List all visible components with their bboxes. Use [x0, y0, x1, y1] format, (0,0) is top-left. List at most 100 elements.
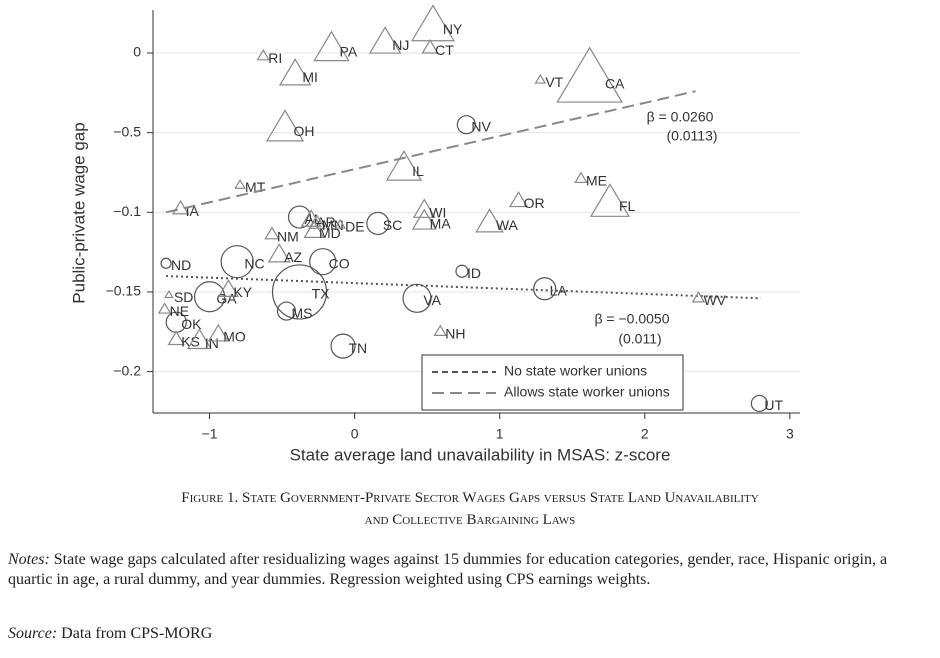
point-label: VT: [545, 74, 563, 90]
point: [265, 109, 305, 142]
point: [278, 58, 312, 86]
x-tick-label: 1: [496, 426, 504, 442]
point-label: SD: [174, 289, 193, 305]
point: [412, 198, 436, 218]
point-label: NV: [471, 118, 491, 134]
point-label: MA: [430, 216, 452, 232]
point: [366, 211, 390, 236]
x-tick-label: −1: [202, 426, 218, 442]
point: [287, 205, 312, 229]
y-tick-label: −0.15: [106, 283, 142, 299]
point: [220, 245, 254, 279]
point-label: ID: [467, 265, 481, 281]
point-label: KY: [233, 284, 252, 300]
annotation: (0.011): [618, 331, 661, 347]
legend-label: No state worker unions: [504, 363, 647, 379]
x-axis-label: State average land unavailability in MSA…: [290, 445, 671, 464]
point-label: WV: [703, 292, 726, 308]
point-label: GA: [216, 290, 237, 306]
point: [271, 264, 328, 320]
x-tick-label: 2: [641, 426, 649, 442]
point: [309, 248, 337, 276]
point-label: CO: [329, 255, 350, 271]
point: [157, 302, 172, 314]
point-label: FL: [619, 198, 636, 214]
y-tick-label: −0.5: [113, 123, 141, 139]
point-label: WA: [496, 217, 519, 233]
point-label: NH: [445, 325, 465, 341]
point: [267, 243, 291, 263]
point: [455, 264, 469, 278]
point-label: CT: [435, 42, 454, 58]
point-label: KS: [181, 333, 200, 349]
point-label: SC: [383, 217, 402, 233]
point: [217, 279, 239, 297]
point-label: WI: [429, 204, 446, 220]
point-label: CA: [605, 75, 625, 91]
caption-line: and Collective Bargaining Laws: [364, 512, 576, 528]
notes-label: Notes:: [8, 551, 50, 568]
annotation: β = −0.0050: [594, 311, 669, 327]
point-label: VA: [423, 292, 441, 308]
point: [475, 208, 504, 233]
legend: No state worker unions Allows state worke…: [421, 354, 684, 411]
point-label: PA: [340, 44, 358, 60]
point-label: NM: [277, 228, 299, 244]
point-label: MO: [223, 329, 246, 345]
point: [167, 330, 185, 346]
fit-line: [166, 275, 761, 300]
point-label: TN: [348, 340, 367, 356]
y-axis-label: Public-private wage gap: [69, 122, 88, 303]
annotation: (0.0113): [666, 128, 717, 144]
point: [421, 39, 439, 54]
point: [402, 283, 432, 313]
point-label: DE: [345, 219, 364, 235]
point-label: NE: [170, 303, 189, 319]
point-label: IN: [205, 335, 219, 351]
point: [456, 115, 476, 135]
point: [308, 214, 326, 229]
point: [691, 291, 706, 303]
point: [186, 328, 212, 350]
x-tick-label: 0: [351, 426, 359, 442]
point: [160, 257, 172, 269]
fit-line: [165, 90, 696, 214]
point: [574, 171, 588, 184]
point: [264, 226, 280, 240]
point: [207, 323, 229, 342]
notes: Notes: State wage gaps calculated after …: [8, 550, 923, 590]
point: [589, 183, 631, 217]
point-label: RI: [268, 50, 282, 66]
point-label: UT: [764, 397, 783, 413]
point-label: OK: [181, 316, 202, 332]
point: [411, 4, 455, 42]
point-label: NY: [443, 21, 463, 37]
y-tick-label: 0: [133, 44, 141, 60]
point: [368, 26, 402, 54]
point-label: MD: [319, 225, 341, 241]
point: [303, 220, 325, 239]
point-label: ME: [586, 173, 607, 189]
point: [433, 324, 447, 336]
legend-box: [421, 354, 684, 411]
point: [411, 208, 437, 230]
chart: State average land unavailability in MSA…: [69, 4, 800, 464]
x-tick-label: 3: [786, 426, 794, 442]
point-label: MN: [322, 217, 344, 233]
point-label: AR: [316, 214, 335, 230]
point: [334, 218, 346, 229]
point: [256, 49, 271, 61]
point: [556, 46, 624, 103]
point-label: AZ: [284, 249, 302, 265]
caption-line: Figure 1. State Government-Private Secto…: [181, 490, 759, 506]
source-text: Data from CPS-MORG: [61, 625, 213, 642]
source-label: Source:: [8, 625, 58, 642]
point-label: NJ: [392, 37, 409, 53]
point-label: MI: [302, 69, 318, 85]
point: [534, 73, 547, 84]
point-label: OR: [524, 195, 545, 211]
point: [508, 190, 529, 208]
point-label: NC: [244, 255, 264, 271]
point: [385, 150, 423, 181]
